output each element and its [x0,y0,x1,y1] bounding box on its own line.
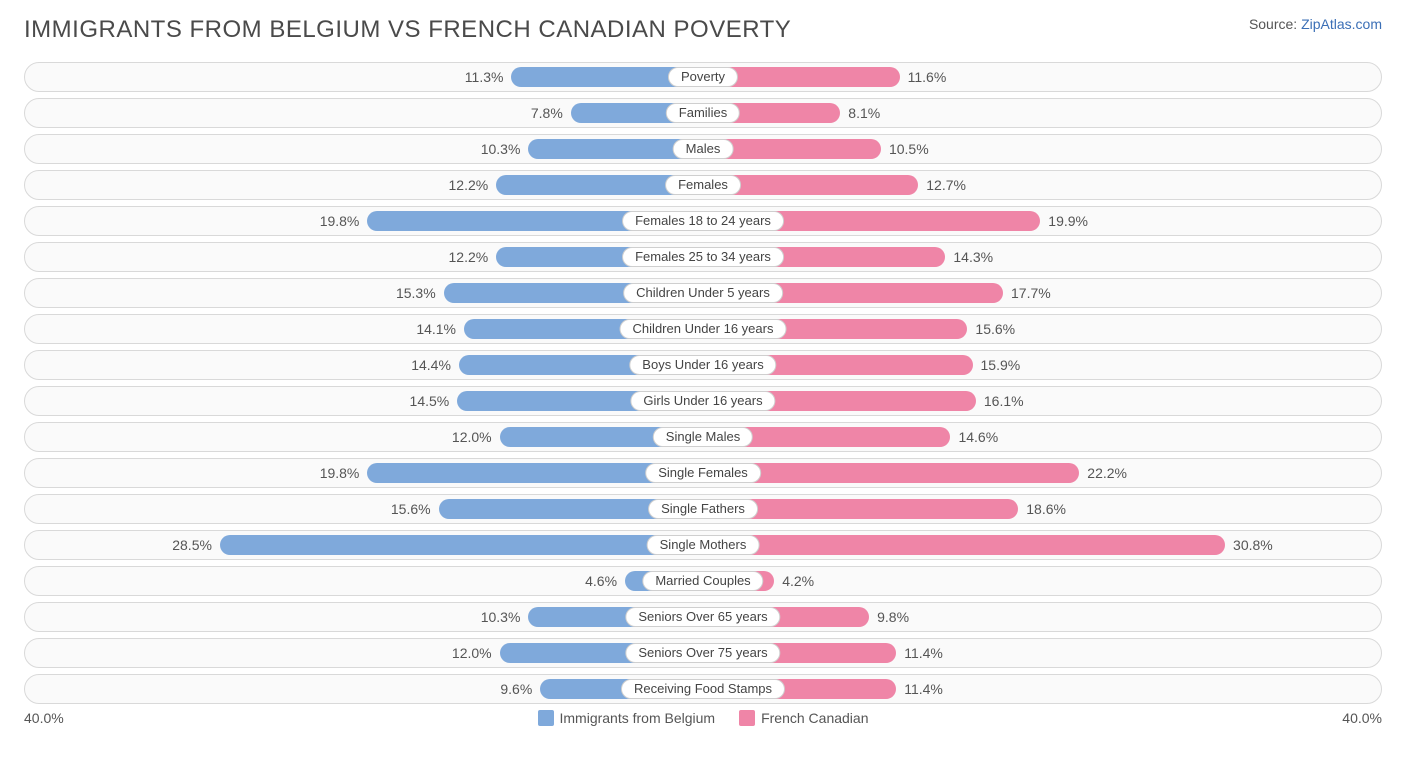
category-label: Boys Under 16 years [629,355,776,375]
bar-right [703,535,1225,555]
value-left: 12.0% [452,423,492,453]
value-left: 10.3% [481,135,521,165]
category-label: Married Couples [642,571,763,591]
category-label: Males [673,139,734,159]
value-left: 14.5% [410,387,450,417]
chart-row: 12.2% 14.3% Females 25 to 34 years [24,242,1382,272]
category-label: Children Under 16 years [620,319,787,339]
chart-row: 10.3% 9.8% Seniors Over 65 years [24,602,1382,632]
value-right: 15.9% [981,351,1021,381]
chart-row: 14.5% 16.1% Girls Under 16 years [24,386,1382,416]
category-label: Children Under 5 years [623,283,783,303]
legend-swatch-left-icon [538,710,554,726]
value-right: 14.3% [953,243,993,273]
legend: Immigrants from Belgium French Canadian [538,710,869,726]
value-right: 8.1% [848,99,880,129]
value-right: 15.6% [975,315,1015,345]
category-label: Females 18 to 24 years [622,211,784,231]
value-left: 12.0% [452,639,492,669]
category-label: Girls Under 16 years [630,391,775,411]
value-left: 19.8% [320,207,360,237]
value-left: 11.3% [465,63,504,93]
chart-row: 11.3% 11.6% Poverty [24,62,1382,92]
category-label: Seniors Over 75 years [625,643,780,663]
chart-row: 10.3% 10.5% Males [24,134,1382,164]
chart-row: 14.4% 15.9% Boys Under 16 years [24,350,1382,380]
value-right: 19.9% [1048,207,1088,237]
chart-row: 19.8% 22.2% Single Females [24,458,1382,488]
value-left: 12.2% [449,243,489,273]
category-label: Single Mothers [647,535,760,555]
value-right: 17.7% [1011,279,1051,309]
axis-max-left: 40.0% [24,710,64,726]
category-label: Families [666,103,740,123]
value-right: 14.6% [958,423,998,453]
header: IMMIGRANTS FROM BELGIUM VS FRENCH CANADI… [24,16,1382,44]
chart-footer: 40.0% Immigrants from Belgium French Can… [24,710,1382,726]
value-right: 12.7% [926,171,966,201]
category-label: Single Females [645,463,761,483]
chart-row: 19.8% 19.9% Females 18 to 24 years [24,206,1382,236]
chart-row: 12.0% 14.6% Single Males [24,422,1382,452]
chart-row: 15.3% 17.7% Children Under 5 years [24,278,1382,308]
chart-row: 7.8% 8.1% Families [24,98,1382,128]
value-right: 16.1% [984,387,1024,417]
category-label: Poverty [668,67,738,87]
value-left: 7.8% [531,99,563,129]
legend-label-right: French Canadian [761,710,868,726]
chart-row: 14.1% 15.6% Children Under 16 years [24,314,1382,344]
value-right: 18.6% [1026,495,1066,525]
category-label: Single Males [653,427,753,447]
bar-left [220,535,703,555]
value-right: 11.6% [908,63,947,93]
chart-row: 4.6% 4.2% Married Couples [24,566,1382,596]
chart-title: IMMIGRANTS FROM BELGIUM VS FRENCH CANADI… [24,16,791,44]
category-label: Females [665,175,741,195]
chart-row: 12.2% 12.7% Females [24,170,1382,200]
chart-row: 28.5% 30.8% Single Mothers [24,530,1382,560]
category-label: Seniors Over 65 years [625,607,780,627]
chart-row: 9.6% 11.4% Receiving Food Stamps [24,674,1382,704]
value-left: 14.4% [411,351,451,381]
value-right: 4.2% [782,567,814,597]
value-right: 10.5% [889,135,929,165]
source-label: Source: [1249,16,1301,32]
value-left: 4.6% [585,567,617,597]
legend-swatch-right-icon [739,710,755,726]
legend-label-left: Immigrants from Belgium [560,710,716,726]
category-label: Single Fathers [648,499,758,519]
value-left: 9.6% [500,675,532,705]
chart-row: 12.0% 11.4% Seniors Over 75 years [24,638,1382,668]
value-left: 10.3% [481,603,521,633]
source: Source: ZipAtlas.com [1249,16,1382,32]
value-left: 12.2% [449,171,489,201]
chart-row: 15.6% 18.6% Single Fathers [24,494,1382,524]
value-left: 15.3% [396,279,436,309]
legend-item-right: French Canadian [739,710,868,726]
value-left: 28.5% [172,531,212,561]
value-left: 15.6% [391,495,431,525]
category-label: Receiving Food Stamps [621,679,785,699]
value-right: 9.8% [877,603,909,633]
value-right: 22.2% [1087,459,1127,489]
axis-max-right: 40.0% [1342,710,1382,726]
value-right: 11.4% [904,639,943,669]
source-link[interactable]: ZipAtlas.com [1301,16,1382,32]
category-label: Females 25 to 34 years [622,247,784,267]
diverging-bar-chart: 11.3%11.6%Poverty7.8%8.1%Families10.3%10… [24,62,1382,704]
value-right: 30.8% [1233,531,1273,561]
legend-item-left: Immigrants from Belgium [538,710,716,726]
value-left: 14.1% [416,315,456,345]
value-left: 19.8% [320,459,360,489]
value-right: 11.4% [904,675,943,705]
